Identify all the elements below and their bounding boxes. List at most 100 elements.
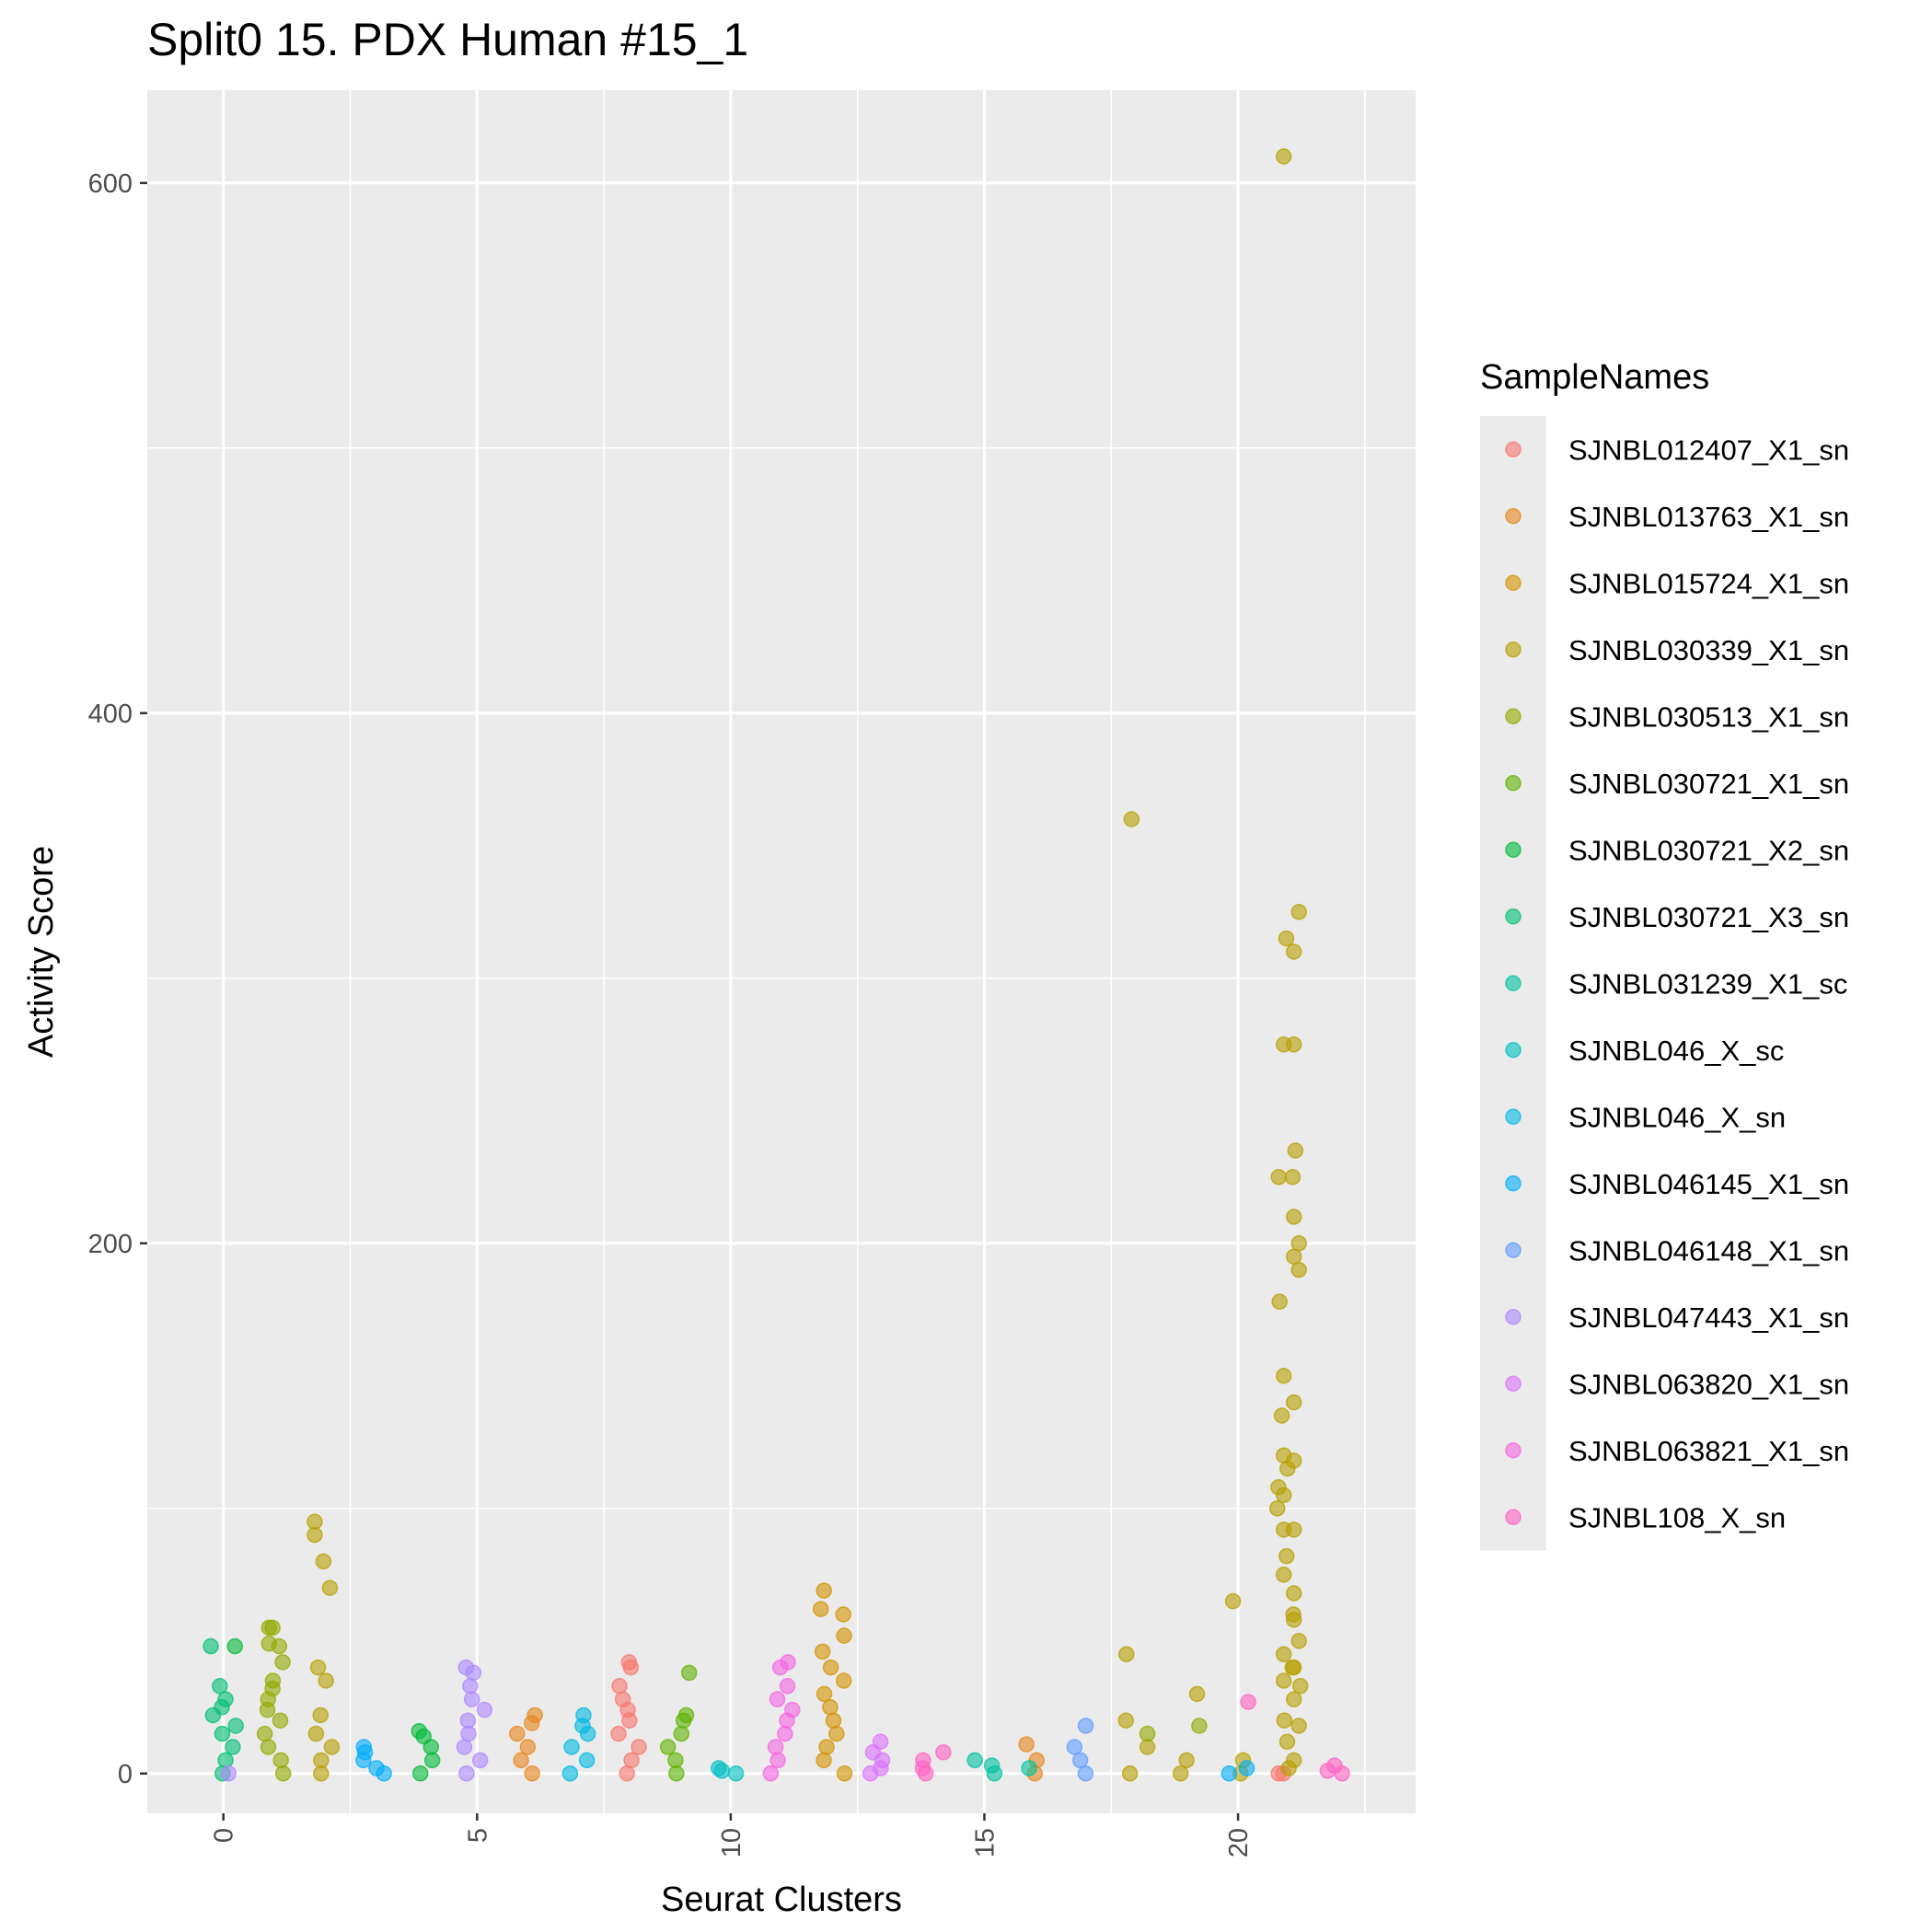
data-point xyxy=(274,1765,292,1782)
data-point xyxy=(1273,1407,1290,1424)
data-point xyxy=(1172,1765,1189,1782)
data-point xyxy=(818,1739,835,1755)
data-point xyxy=(1285,1691,1302,1707)
data-point xyxy=(619,1765,635,1782)
data-point xyxy=(225,1739,241,1755)
chart-title: Split0 15. PDX Human #15_1 xyxy=(147,14,748,65)
data-point xyxy=(309,1659,327,1676)
data-point xyxy=(1275,1567,1292,1583)
data-points xyxy=(202,148,1350,1782)
legend-key xyxy=(1505,441,1521,457)
data-point xyxy=(307,1513,323,1530)
legend-key xyxy=(1505,1175,1521,1192)
data-point xyxy=(1285,1659,1302,1676)
data-point xyxy=(769,1691,786,1707)
data-point xyxy=(828,1725,845,1742)
data-point xyxy=(1285,1612,1302,1628)
data-point xyxy=(675,1712,692,1729)
data-point xyxy=(1077,1718,1094,1734)
data-point xyxy=(422,1739,440,1755)
legend-label: SJNBL108_X_sn xyxy=(1568,1501,1786,1533)
legend-key xyxy=(1505,574,1521,591)
data-point xyxy=(935,1744,952,1761)
legend-key xyxy=(1505,708,1521,724)
data-point xyxy=(1285,1521,1302,1538)
data-point xyxy=(713,1763,731,1779)
data-point xyxy=(1270,1169,1287,1186)
data-point xyxy=(779,1712,795,1729)
data-point xyxy=(668,1765,685,1782)
y-tick-label: 400 xyxy=(88,700,133,729)
data-point xyxy=(825,1712,842,1729)
data-point xyxy=(835,1672,852,1689)
data-point xyxy=(771,1659,789,1676)
data-point xyxy=(816,1752,832,1769)
legend: SJNBL012407_X1_sn SJNBL013763_X1_sn SJNBL0… xyxy=(1480,416,1849,1551)
data-point xyxy=(610,1725,627,1742)
legend-label: SJNBL046_X_sc xyxy=(1568,1035,1784,1067)
data-point xyxy=(212,1678,228,1695)
data-point xyxy=(1280,1760,1297,1776)
data-point xyxy=(220,1765,237,1782)
data-point xyxy=(917,1765,934,1782)
legend-label: SJNBL030721_X2_sn xyxy=(1568,834,1849,866)
data-point xyxy=(816,1685,833,1703)
data-point xyxy=(1291,1678,1309,1695)
data-point xyxy=(1021,1760,1037,1776)
legend-key xyxy=(1505,1108,1521,1125)
data-point xyxy=(1334,1765,1350,1782)
data-point xyxy=(1268,1500,1286,1517)
data-point xyxy=(227,1718,244,1734)
data-point xyxy=(767,1739,784,1755)
legend-label: SJNBL063820_X1_sn xyxy=(1568,1368,1849,1400)
data-point xyxy=(561,1765,579,1782)
legend-key xyxy=(1505,1509,1521,1525)
data-point xyxy=(1287,1142,1304,1159)
data-point xyxy=(1285,1209,1302,1225)
y-axis-title: Activity Score xyxy=(22,846,61,1058)
plot-panel xyxy=(147,90,1416,1813)
data-point xyxy=(1275,1672,1292,1689)
data-point xyxy=(313,1765,330,1782)
data-point xyxy=(217,1752,234,1769)
data-point xyxy=(1224,1592,1242,1610)
data-point xyxy=(814,1643,831,1660)
data-point xyxy=(1238,1760,1255,1776)
data-point xyxy=(1121,1765,1139,1782)
data-point xyxy=(1290,1235,1307,1252)
data-point xyxy=(1240,1694,1256,1710)
legend-title: SampleNames xyxy=(1480,358,1709,397)
legend-label: SJNBL030513_X1_sn xyxy=(1568,700,1849,733)
y-tick-label: 200 xyxy=(88,1230,133,1259)
data-point xyxy=(623,1752,640,1769)
data-point xyxy=(769,1752,786,1769)
data-point xyxy=(779,1678,796,1695)
grid-lines xyxy=(147,90,1416,1813)
data-point xyxy=(1117,1712,1135,1729)
data-point xyxy=(459,1712,477,1729)
data-point xyxy=(578,1752,596,1769)
data-point xyxy=(307,1526,323,1544)
data-point xyxy=(1221,1765,1238,1782)
data-point xyxy=(1188,1685,1206,1703)
data-point xyxy=(256,1725,273,1742)
data-point xyxy=(622,1659,640,1676)
data-point xyxy=(1278,1547,1295,1565)
x-tick-label: 20 xyxy=(1224,1828,1254,1857)
data-point xyxy=(462,1678,479,1695)
legend-label: SJNBL030339_X1_sn xyxy=(1568,634,1849,666)
data-point xyxy=(1290,1718,1307,1734)
data-point xyxy=(611,1678,628,1695)
data-point xyxy=(727,1765,745,1782)
data-point xyxy=(816,1582,832,1599)
legend-label: SJNBL046_X_sn xyxy=(1568,1101,1786,1133)
legend-label: SJNBL012407_X1_sn xyxy=(1568,434,1849,466)
data-point xyxy=(313,1752,330,1769)
data-point xyxy=(260,1739,277,1755)
data-point xyxy=(1275,148,1292,165)
data-point xyxy=(1118,1646,1135,1662)
data-point xyxy=(1276,1712,1293,1729)
data-point xyxy=(214,1725,231,1742)
legend-key xyxy=(1505,775,1521,792)
data-point xyxy=(1139,1725,1156,1742)
